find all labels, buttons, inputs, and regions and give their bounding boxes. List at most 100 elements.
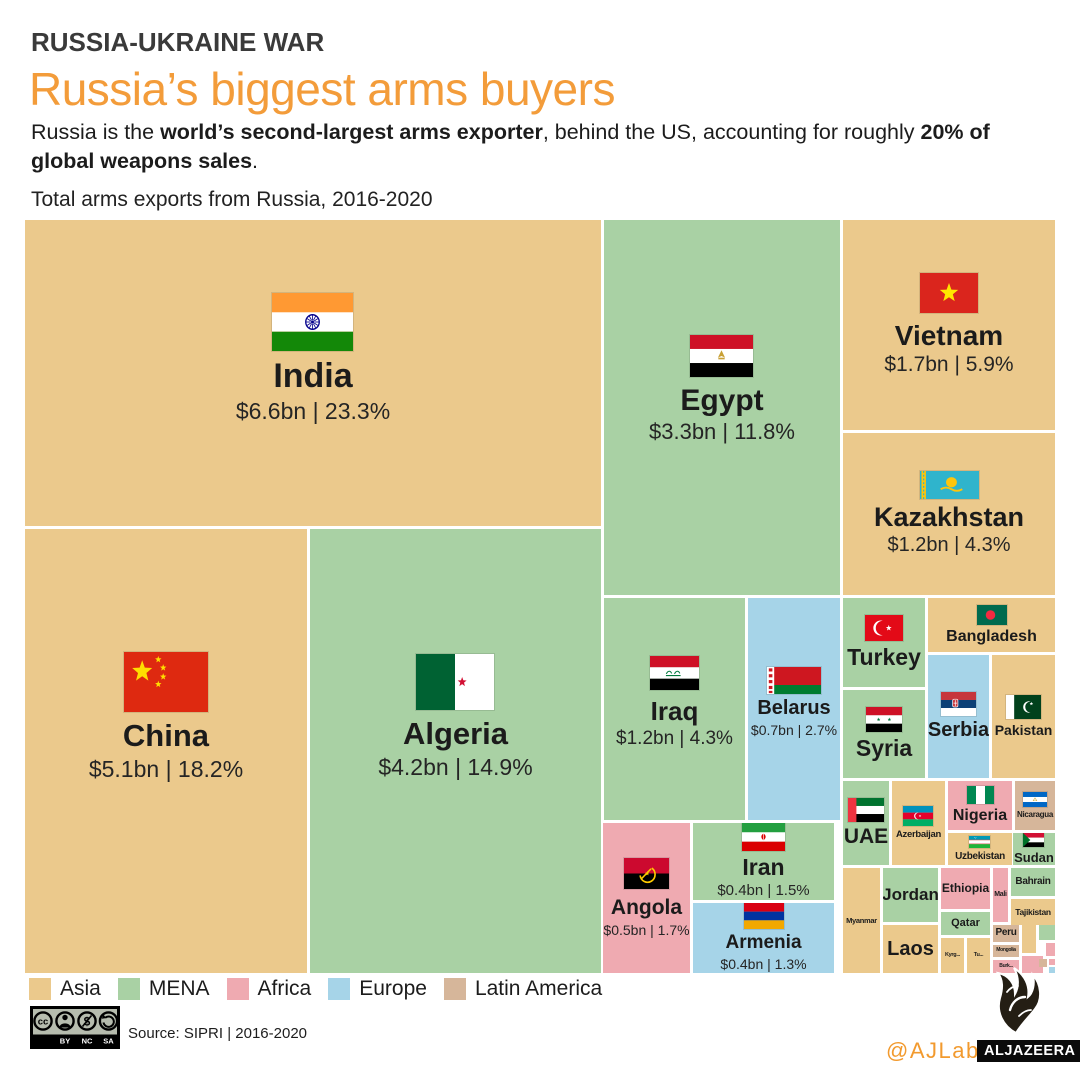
country-value: $1.2bn | 4.3% [616,728,733,750]
country-value: $3.3bn | 11.8% [649,419,795,445]
sudan-flag-icon [1023,833,1045,848]
cc-license-badge: cc $ BY NC SA [30,1006,120,1049]
algeria-flag-icon [416,654,495,710]
uzbekistan-flag-icon [969,835,991,848]
treemap-cell-angola: Angola $0.5bn | 1.7% [603,823,690,973]
legend-swatch-africa [226,978,249,1000]
ajlabs-handle: @AJLabs [886,1038,993,1063]
treemap-cell-india: India $6.6bn | 23.3% [25,220,601,526]
turkey-flag-icon [865,615,903,642]
country-value: $0.4bn | 1.3% [720,956,807,973]
country-label: Bangladesh [946,627,1037,645]
legend-item-africa: Africa [226,977,312,1001]
legend-label: Europe [359,977,427,1000]
country-label: Azerbaijan [895,829,942,841]
page-title: Russia’s biggest arms buyers [29,63,615,115]
legend-item-mena: MENA [117,977,210,1001]
egypt-flag-icon [690,334,754,377]
intro-segment: world’s second-largest arms exporter [160,120,543,144]
country-value: $1.2bn | 4.3% [887,534,1011,557]
country-label: Belarus [757,697,831,720]
iran-flag-icon [742,823,785,852]
country-value: $0.4bn | 1.5% [717,882,810,900]
country-label: Tu... [973,951,984,958]
treemap-cell-uzbekistan: Uzbekistan [948,833,1012,865]
syria-flag-icon [865,707,902,733]
legend-swatch-mena [117,978,140,1000]
treemap-cell-extra4 [1046,943,1055,956]
country-label: Tajikistan [1015,906,1051,917]
svg-text:cc: cc [38,1017,49,1028]
treemap-cell-serbia: Serbia [928,655,989,778]
serbia-flag-icon [941,692,976,716]
country-label: Kazakhstan [873,501,1025,532]
treemap-cell-pakistan: Pakistan [992,655,1055,778]
treemap-cell-peru: Peru [993,925,1019,942]
legend-item-europe: Europe [328,977,427,1001]
treemap-cell-qatar: Qatar [941,912,990,935]
legend-item-asia: Asia [29,977,101,1001]
treemap-cell-extra3 [1022,956,1043,973]
treemap-cell-algeria: Algeria $4.2bn | 14.9% [310,529,601,973]
china-flag-icon [123,652,208,712]
country-label: Pakistan [994,722,1053,739]
aljazeera-wordmark: ALJAZEERA [977,1040,1080,1062]
legend-item-latam: Latin America [443,977,603,1001]
country-value: $6.6bn | 23.3% [235,398,391,425]
treemap-cell-extra6 [1049,959,1055,965]
uae-flag-icon [848,797,884,822]
country-label: Iran [742,854,785,881]
treemap-cell-mali: Mali [993,868,1008,922]
country-value: $1.7bn | 5.9% [884,353,1014,377]
intro-text: Russia is the world’s second-largest arm… [31,118,1031,176]
angola-flag-icon [624,857,669,889]
treemap-cell-jordan: Jordan [883,868,938,922]
vietnam-flag-icon [919,272,978,313]
kicker: RUSSIA-UKRAINE WAR [31,27,325,57]
nigeria-flag-icon [966,786,994,805]
aljazeera-logo-icon [983,950,1051,1036]
treemap-cell-extra7 [1049,967,1055,973]
treemap-cell-bangladesh: Bangladesh [928,598,1055,652]
india-flag-icon [272,293,354,352]
treemap-cell-nigeria: Nigeria [948,781,1012,830]
treemap-cell-extra5 [1039,959,1047,967]
azerbaijan-flag-icon [903,806,934,827]
treemap-cell-azerbaijan: Azerbaijan [892,781,945,865]
intro-segment: 20% of global weapons sales [31,120,990,174]
treemap-cell-myanmar: Myanmar [843,868,880,973]
country-label: Burk... [999,962,1013,969]
country-label: China [122,718,210,753]
legend-label: MENA [148,977,210,1000]
country-value: $0.7bn | 2.7% [750,722,838,739]
country-label: Algeria [402,716,509,751]
treemap-cell-belarus: Belarus $0.7bn | 2.7% [748,598,840,820]
intro-segment: . [252,149,259,174]
treemap-cell-armenia: Armenia $0.4bn | 1.3% [693,903,834,973]
svg-text:SA: SA [103,1037,114,1046]
country-label: Ethiopia [941,881,990,896]
intro-segment: , behind the US, accounting for roughly [542,120,921,144]
country-label: Vietnam [894,319,1004,351]
country-label: Sudan [1014,850,1054,865]
treemap-cell-uae: UAE [843,781,889,865]
country-label: Iraq [650,695,699,726]
chart-title: Total arms exports from Russia, 2016-202… [31,188,433,211]
legend-label: Africa [257,977,312,1000]
armenia-flag-icon [743,903,784,930]
legend: Asia MENA Africa Europe Latin America [29,977,602,1001]
country-label: Uzbekistan [955,850,1005,862]
bangladesh-flag-icon [976,604,1007,625]
country-label: Mongolia [996,947,1016,954]
treemap-cell-bahrain: Bahrain [1011,868,1055,896]
treemap-cell-kyrgyzstan: Kyrg... [941,938,964,973]
legend-label: Latin America [474,977,603,1000]
legend-swatch-latam [443,978,466,1000]
treemap-cell-turkmenistan: Tu... [967,938,990,973]
treemap: India $6.6bn | 23.3% China $5.1bn | 18.2% Al… [25,220,1055,973]
legend-swatch-europe [328,978,351,1000]
treemap-cell-burkina: Burk... [993,960,1019,973]
treemap-cell-turkey: Turkey [843,598,925,687]
treemap-cell-syria: Syria [843,690,925,778]
country-label: Laos [887,937,934,960]
